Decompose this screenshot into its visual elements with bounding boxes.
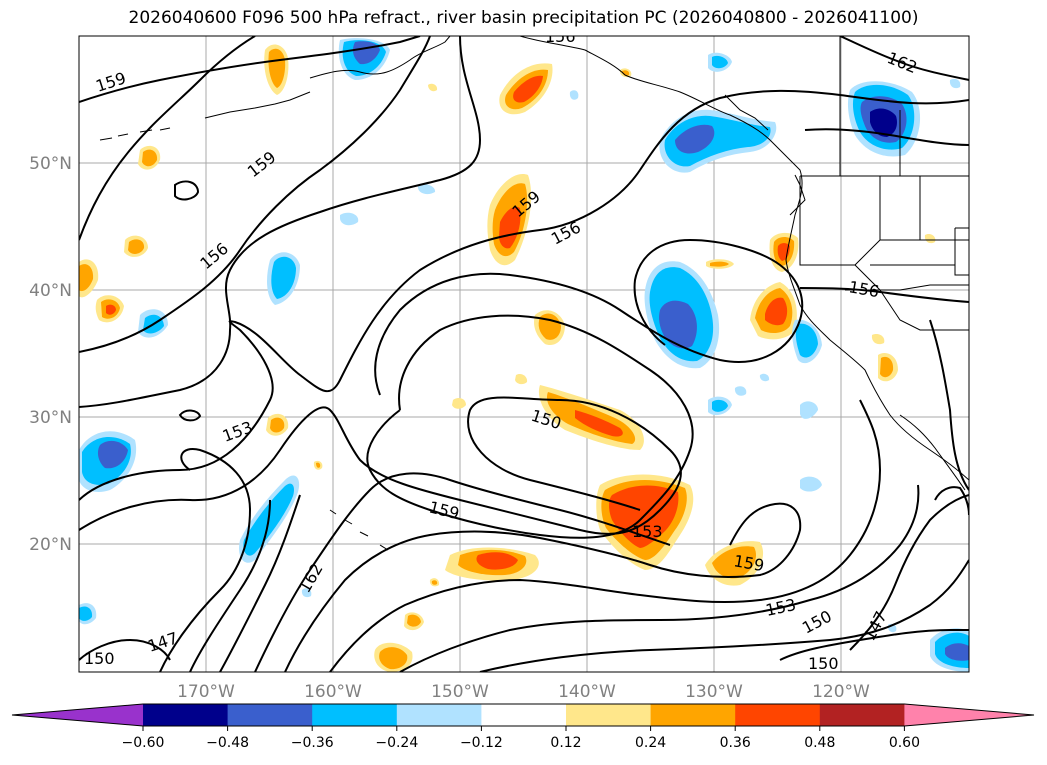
colorbar-segment [227, 704, 313, 726]
colorbar-tick-label: 0.48 [804, 735, 835, 751]
negative-precip-shading [79, 38, 969, 672]
contour-label: 150 [84, 649, 115, 668]
colorbar: −0.60 −0.48 −0.36 −0.24 −0.12 0.12 0.24 0.36 0.4… [11, 703, 1035, 751]
colorbar-tick-label: 0.60 [889, 735, 920, 751]
colorbar-tick-label: −0.60 [122, 735, 165, 751]
colorbar-tick-label: −0.24 [375, 735, 418, 751]
colorbar-segment [143, 704, 229, 726]
colorbar-extend-min [12, 704, 143, 726]
lat-label: 30°N [29, 408, 72, 428]
lon-label: 140°W [558, 682, 616, 702]
longitude-labels: 170°W 160°W 150°W 140°W 130°W 120°W [177, 682, 870, 702]
lon-label: 150°W [431, 682, 489, 702]
contour-label: 156 [545, 27, 576, 46]
map-frame [78, 35, 970, 673]
colorbar-segment [650, 704, 736, 726]
colorbar-segment [396, 704, 482, 726]
lat-label: 50°N [29, 154, 72, 174]
lat-label: 40°N [29, 281, 72, 301]
lon-label: 130°W [685, 682, 743, 702]
colorbar-tick-label: 0.36 [720, 735, 751, 751]
colorbar-tick-label: −0.12 [460, 735, 503, 751]
colorbar-tick-label: 0.12 [550, 735, 581, 751]
colorbar-segment [819, 704, 905, 726]
contour-label: 150 [808, 654, 839, 673]
coastlines [99, 36, 969, 551]
colorbar-segment [735, 704, 821, 726]
lon-label: 120°W [812, 682, 870, 702]
lat-label: 20°N [29, 535, 72, 555]
refractivity-contours [79, 36, 969, 672]
colorbar-segment [312, 704, 398, 726]
positive-precip-shading [79, 44, 936, 672]
lon-label: 170°W [177, 682, 235, 702]
colorbar-segment [566, 704, 652, 726]
borders [799, 36, 969, 331]
page-title: 2026040600 F096 500 hPa refract., river … [128, 8, 919, 28]
colorbar-tick-label: 0.24 [635, 735, 666, 751]
contour-label: 153 [632, 522, 663, 541]
latitude-labels: 50°N 40°N 30°N 20°N [29, 154, 72, 555]
colorbar-tick-label: −0.36 [291, 735, 334, 751]
lon-label: 160°W [304, 682, 362, 702]
colorbar-tick-label: −0.48 [206, 735, 249, 751]
colorbar-extend-max [904, 704, 1034, 726]
colorbar-segment [481, 704, 567, 726]
